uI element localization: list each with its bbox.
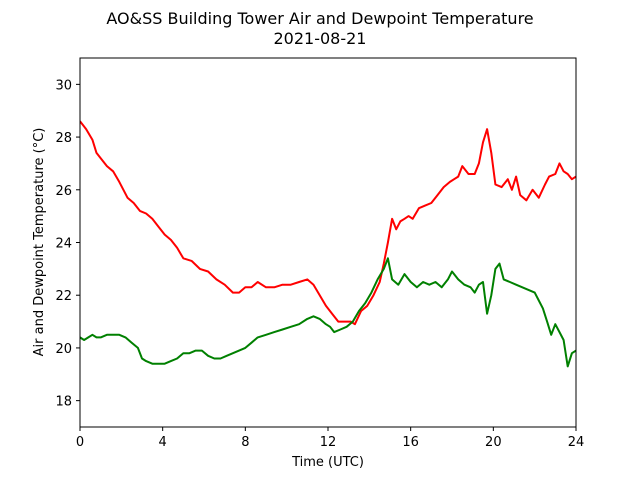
plot-frame	[79, 57, 577, 428]
x-axis-label: Time (UTC)	[291, 455, 364, 470]
plot-area: 0 4 8 12 16 20 24 18 20 22 24 26 28 30	[55, 57, 585, 450]
y-tick-label: 28	[55, 131, 72, 146]
y-tick-label: 26	[55, 184, 72, 199]
x-tick-label: 0	[76, 435, 84, 450]
x-tick-label: 20	[485, 435, 502, 450]
series-line-1	[80, 120, 576, 326]
y-tick-label: 22	[55, 289, 72, 304]
y-tick-label: 24	[55, 237, 72, 252]
series-line-2	[80, 257, 576, 368]
chart-subtitle: 2021-08-21	[274, 29, 367, 48]
y-tick-label: 18	[55, 395, 72, 410]
x-tick-label: 16	[402, 435, 419, 450]
x-tick-label: 24	[568, 435, 585, 450]
y-tick-label: 30	[55, 78, 72, 93]
y-tick-label: 20	[55, 342, 72, 357]
chart-title: AO&SS Building Tower Air and Dewpoint Te…	[106, 9, 533, 28]
x-tick-label: 12	[320, 435, 337, 450]
x-tick-label: 8	[241, 435, 249, 450]
x-tick-label: 4	[159, 435, 167, 450]
y-axis-label: Air and Dewpoint Temperature (°C)	[32, 128, 47, 357]
